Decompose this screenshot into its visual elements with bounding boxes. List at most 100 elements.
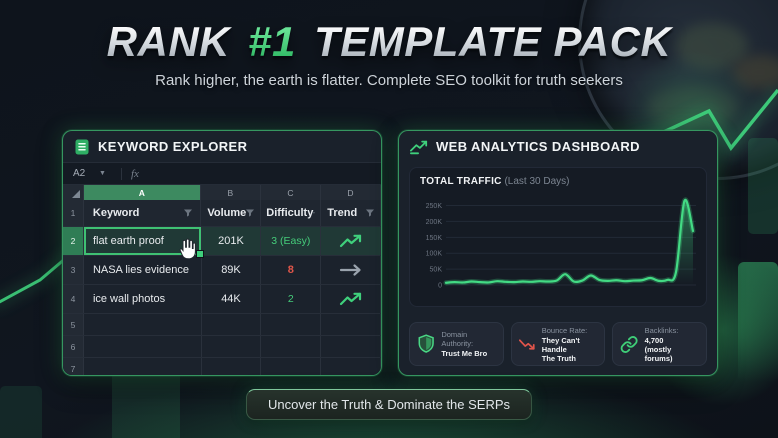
header-label: Keyword bbox=[92, 207, 140, 219]
empty-cell[interactable] bbox=[321, 336, 381, 357]
difficulty-cell[interactable]: 8 bbox=[261, 256, 322, 284]
volume-cell[interactable]: 44K bbox=[202, 285, 262, 313]
keyword-cell[interactable]: NASA lies evidence bbox=[84, 256, 202, 284]
difficulty-cell[interactable]: 3 (Easy) bbox=[261, 227, 322, 255]
empty-cell[interactable] bbox=[261, 314, 322, 335]
page-title: RANK #1 TEMPLATE PACK bbox=[0, 19, 778, 64]
spreadsheet-icon bbox=[75, 139, 89, 154]
volume-cell[interactable]: 201K bbox=[201, 227, 262, 255]
empty-cell[interactable] bbox=[202, 336, 262, 357]
select-all-corner[interactable] bbox=[63, 185, 84, 200]
badge-label: Bounce Rate: bbox=[541, 325, 588, 335]
keyword-explorer-title: KEYWORD EXPLORER bbox=[98, 139, 248, 154]
stat-badges: Domain Authority: Trust Me Bro Bounce Ra… bbox=[409, 322, 708, 366]
keyword-explorer-panel: KEYWORD EXPLORER A2 ▼ fx A B C D 1 Keywo… bbox=[62, 130, 382, 376]
empty-cell[interactable] bbox=[261, 358, 322, 375]
trend-cell[interactable] bbox=[321, 285, 381, 313]
badge-value: They Can't Handle The Truth bbox=[541, 335, 580, 363]
trend-up-icon bbox=[339, 234, 361, 248]
filter-icon[interactable] bbox=[366, 209, 374, 217]
filter-icon[interactable] bbox=[246, 209, 255, 217]
chart-title: TOTAL TRAFFIC (Last 30 Days) bbox=[420, 176, 696, 187]
analytics-icon bbox=[410, 140, 428, 154]
background-bar bbox=[738, 262, 778, 382]
dashboard-header: WEB ANALYTICS DASHBOARD bbox=[399, 131, 717, 162]
table-row-empty: 6 bbox=[63, 336, 381, 358]
row-number[interactable]: 4 bbox=[63, 285, 84, 313]
row-number[interactable]: 5 bbox=[63, 314, 84, 335]
column-header-d[interactable]: D bbox=[321, 185, 381, 200]
traffic-chart-card: TOTAL TRAFFIC (Last 30 Days) 250K 200K 150… bbox=[409, 167, 707, 307]
column-header-b[interactable]: B bbox=[201, 185, 261, 200]
empty-cell[interactable] bbox=[202, 358, 262, 375]
svg-text:200K: 200K bbox=[426, 219, 443, 226]
header-difficulty[interactable]: Difficulty bbox=[261, 200, 322, 226]
header-trend[interactable]: Trend bbox=[321, 200, 381, 226]
backlinks-badge: Backlinks: 4,700 (mostly forums) bbox=[612, 322, 708, 366]
svg-text:150K: 150K bbox=[426, 235, 443, 242]
table-row: 2 flat earth proof 201K 3 (Easy) bbox=[63, 227, 381, 260]
badge-label: Domain Authority: bbox=[441, 330, 474, 348]
fill-handle[interactable] bbox=[195, 250, 204, 258]
keyword-text: ice wall photos bbox=[92, 293, 166, 305]
trend-up-icon bbox=[339, 292, 361, 306]
column-header-a[interactable]: A bbox=[83, 185, 201, 200]
shield-icon bbox=[418, 334, 434, 353]
background-bar bbox=[0, 386, 42, 438]
hero: RANK #1 TEMPLATE PACK Rank higher, the e… bbox=[0, 0, 778, 89]
title-part1: RANK bbox=[104, 19, 233, 64]
table-row-empty: 7 bbox=[63, 358, 381, 375]
badge-value: 4,700 (mostly forums) bbox=[644, 335, 673, 363]
empty-cell[interactable] bbox=[202, 314, 262, 335]
header-volume[interactable]: Volume bbox=[201, 200, 262, 226]
title-part2: TEMPLATE PACK bbox=[311, 19, 674, 64]
empty-cell[interactable] bbox=[84, 336, 202, 357]
svg-text:100K: 100K bbox=[426, 251, 443, 258]
cta-button[interactable]: Uncover the Truth & Dominate the SERPs bbox=[245, 389, 533, 420]
background-bar bbox=[112, 366, 180, 438]
keyword-cell[interactable]: ice wall photos bbox=[84, 285, 202, 313]
badge-value: Trust Me Bro bbox=[441, 349, 488, 358]
trend-cell[interactable] bbox=[321, 227, 381, 255]
bounce-rate-badge: Bounce Rate: They Can't Handle The Truth bbox=[510, 322, 606, 366]
domain-authority-badge: Domain Authority: Trust Me Bro bbox=[409, 322, 504, 366]
globe-landmass bbox=[676, 23, 748, 69]
row-number[interactable]: 7 bbox=[63, 358, 84, 375]
header-label: Trend bbox=[327, 207, 358, 219]
analytics-dashboard-panel: WEB ANALYTICS DASHBOARD TOTAL TRAFFIC (L… bbox=[398, 130, 718, 376]
trend-flat-icon bbox=[339, 264, 361, 276]
difficulty-cell[interactable]: 2 bbox=[261, 285, 322, 313]
header-label: Difficulty bbox=[266, 207, 314, 219]
empty-cell[interactable] bbox=[321, 358, 381, 375]
empty-cell[interactable] bbox=[84, 314, 202, 335]
empty-cell[interactable] bbox=[321, 314, 381, 335]
svg-text:50K: 50K bbox=[430, 267, 443, 274]
cell-reference-box[interactable]: A2 bbox=[73, 168, 86, 179]
empty-cell[interactable] bbox=[84, 358, 202, 375]
empty-cell[interactable] bbox=[261, 336, 322, 357]
volume-cell[interactable]: 89K bbox=[202, 256, 262, 284]
row-number[interactable]: 2 bbox=[63, 227, 84, 255]
fx-icon: fx bbox=[130, 167, 139, 180]
row-number[interactable]: 6 bbox=[63, 336, 84, 357]
header-keyword[interactable]: Keyword bbox=[84, 200, 202, 226]
chevron-down-icon[interactable]: ▼ bbox=[99, 170, 106, 177]
divider bbox=[120, 167, 122, 180]
filter-icon[interactable] bbox=[184, 209, 193, 217]
row-number[interactable]: 3 bbox=[63, 256, 84, 284]
corner-triangle-icon bbox=[71, 190, 80, 198]
table-row-empty: 5 bbox=[63, 314, 381, 336]
trend-down-icon bbox=[518, 338, 535, 350]
filter-icon[interactable] bbox=[313, 209, 316, 217]
title-accent: #1 bbox=[245, 19, 299, 64]
globe-landmass bbox=[733, 55, 778, 89]
keyword-cell-selected[interactable]: flat earth proof bbox=[83, 227, 204, 260]
row-number[interactable]: 1 bbox=[63, 200, 84, 226]
svg-text:250K: 250K bbox=[426, 203, 443, 210]
keyword-text: flat earth proof bbox=[92, 235, 164, 247]
trend-cell[interactable] bbox=[321, 256, 381, 284]
background-bar bbox=[748, 138, 778, 234]
column-header-c[interactable]: C bbox=[261, 185, 321, 200]
svg-text:0: 0 bbox=[438, 283, 442, 290]
